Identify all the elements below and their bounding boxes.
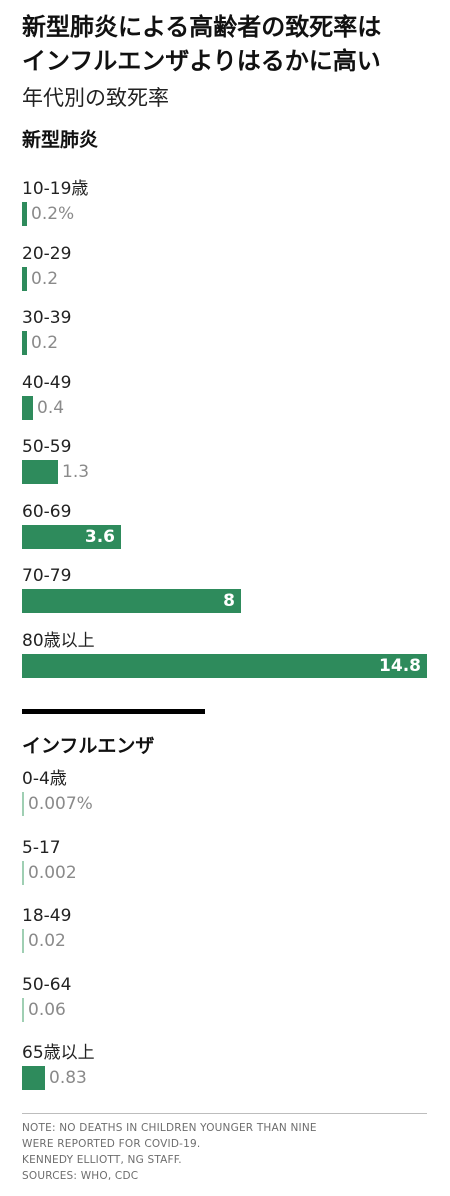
bar [22, 331, 27, 355]
section-divider [22, 709, 205, 714]
category-label: 5-17 [22, 837, 61, 858]
value-label: 3.6 [84, 526, 115, 547]
bar [22, 1066, 45, 1090]
value-label: 0.2 [31, 268, 59, 289]
category-label: 20-29 [22, 243, 72, 264]
bar [22, 792, 24, 816]
bar [22, 524, 121, 549]
category-label: 40-49 [22, 372, 72, 393]
footer-rule [22, 1113, 427, 1114]
category-label: 80歳以上 [22, 630, 95, 651]
note-line-2: WERE REPORTED FOR COVID-19. [22, 1138, 201, 1150]
note-line-3: KENNEDY ELLIOTT, NG STAFF. [22, 1154, 182, 1166]
section-label: 新型肺炎 [22, 129, 99, 151]
value-label: 0.002 [28, 862, 77, 883]
category-label: 60-69 [22, 501, 72, 522]
bar [22, 997, 24, 1022]
bar [22, 653, 427, 678]
value-label: 0.83 [49, 1068, 87, 1088]
value-label: 0.02 [28, 931, 66, 951]
category-label: 50-59 [22, 437, 72, 457]
category-label: 65歳以上 [22, 1043, 95, 1063]
title-line-2: インフルエンザよりはるかに高い [22, 47, 381, 75]
category-label: 10-19歳 [22, 179, 89, 199]
bar [22, 589, 241, 613]
chart-title: 新型肺炎による高齢者の致死率は インフルエンザよりはるかに高い [22, 10, 442, 78]
category-label: 18-49 [22, 906, 72, 926]
value-label: 1.3 [62, 462, 90, 482]
category-label: 0-4歳 [22, 769, 67, 789]
category-label: 70-79 [22, 566, 72, 586]
bar [22, 395, 33, 420]
value-label: 14.8 [379, 655, 421, 676]
bar [22, 860, 24, 885]
bar [22, 266, 27, 291]
value-label: 0.4 [37, 397, 65, 418]
source-notes: NOTE: NO DEATHS IN CHILDREN YOUNGER THAN… [22, 1120, 317, 1184]
section-label: インフルエンザ [22, 735, 155, 757]
value-label: 0.2 [31, 333, 59, 353]
value-label: 0.06 [28, 999, 66, 1020]
category-label: 50-64 [22, 974, 72, 995]
bar [22, 460, 58, 484]
value-label: 0.007% [28, 794, 93, 814]
title-line-1: 新型肺炎による高齢者の致死率は [22, 13, 382, 41]
bar [22, 929, 24, 953]
chart-subtitle: 年代別の致死率 [22, 86, 169, 110]
note-line-4: SOURCES: WHO, CDC [22, 1170, 139, 1182]
note-line-1: NOTE: NO DEATHS IN CHILDREN YOUNGER THAN… [22, 1122, 317, 1134]
value-label: 8 [223, 591, 235, 611]
category-label: 30-39 [22, 308, 72, 328]
bar [22, 202, 27, 226]
value-label: 0.2% [31, 204, 75, 224]
